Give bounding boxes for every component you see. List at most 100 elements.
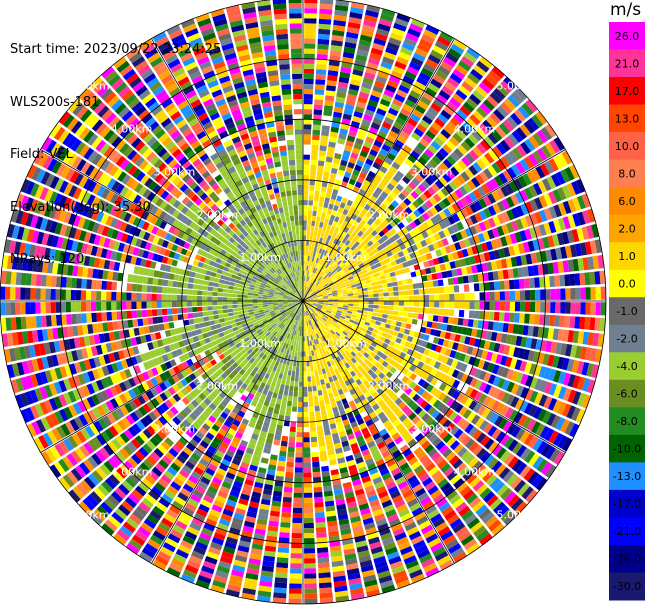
range-gate bbox=[363, 297, 369, 301]
range-gate bbox=[478, 370, 487, 381]
range-gate bbox=[312, 210, 317, 217]
range-gate bbox=[491, 162, 502, 174]
range-gate bbox=[303, 336, 305, 342]
range-gate bbox=[377, 266, 383, 272]
range-gate bbox=[479, 56, 493, 69]
range-gate bbox=[589, 240, 598, 254]
range-gate bbox=[297, 346, 301, 352]
range-gate bbox=[373, 301, 379, 305]
range-gate bbox=[318, 23, 331, 30]
range-gate bbox=[528, 404, 538, 417]
range-gate bbox=[367, 99, 379, 108]
range-gate bbox=[360, 339, 367, 346]
range-gate bbox=[487, 398, 497, 409]
range-gate bbox=[478, 221, 487, 232]
range-gate bbox=[313, 104, 323, 111]
range-gate bbox=[325, 382, 331, 389]
range-gate bbox=[531, 114, 544, 128]
range-gate bbox=[384, 338, 391, 345]
range-gate bbox=[322, 315, 328, 320]
range-gate bbox=[395, 337, 402, 344]
range-gate bbox=[313, 311, 318, 316]
range-gate bbox=[309, 240, 313, 247]
range-gate bbox=[309, 185, 315, 191]
range-gate bbox=[278, 455, 286, 462]
range-gate bbox=[389, 148, 399, 157]
range-gate bbox=[326, 290, 332, 294]
range-gate bbox=[432, 169, 442, 179]
range-gate bbox=[419, 295, 425, 301]
range-gate bbox=[442, 448, 453, 458]
range-gate bbox=[368, 293, 374, 298]
range-gate bbox=[478, 311, 485, 320]
range-gate bbox=[309, 283, 313, 288]
range-gate bbox=[298, 386, 303, 392]
range-gate bbox=[369, 52, 382, 61]
range-gate bbox=[337, 304, 344, 308]
range-gate bbox=[381, 253, 389, 260]
range-gate bbox=[362, 291, 369, 295]
range-gate bbox=[315, 410, 321, 417]
range-gate bbox=[552, 355, 560, 368]
range-gate bbox=[538, 195, 548, 208]
range-gate bbox=[320, 409, 327, 416]
range-gate bbox=[311, 284, 315, 289]
range-gate bbox=[520, 447, 532, 461]
range-gate bbox=[303, 265, 305, 271]
range-gate bbox=[325, 95, 335, 102]
range-gate bbox=[492, 321, 499, 331]
range-gate bbox=[461, 327, 468, 335]
range-gate bbox=[288, 593, 302, 599]
range-gate bbox=[409, 373, 417, 381]
range-gate bbox=[319, 8, 333, 15]
range-gate bbox=[447, 316, 454, 324]
range-gate bbox=[511, 383, 520, 395]
range-gate bbox=[357, 230, 364, 237]
range-gate bbox=[484, 301, 490, 310]
range-gate bbox=[392, 265, 399, 271]
range-gate bbox=[418, 332, 425, 340]
range-gate bbox=[225, 320, 231, 326]
range-gate bbox=[361, 24, 375, 33]
range-gate bbox=[496, 505, 510, 518]
range-gate bbox=[531, 421, 541, 434]
range-gate bbox=[356, 337, 363, 343]
range-gate bbox=[438, 392, 447, 402]
range-gate bbox=[542, 410, 552, 424]
range-gate bbox=[394, 326, 401, 332]
range-gate bbox=[306, 281, 309, 287]
range-gate bbox=[491, 129, 503, 142]
range-gate bbox=[323, 322, 328, 328]
range-gate bbox=[534, 378, 543, 391]
range-gate bbox=[460, 229, 468, 239]
range-gate bbox=[372, 247, 379, 254]
range-gate bbox=[260, 457, 269, 464]
range-gate bbox=[444, 294, 450, 301]
range-gate bbox=[327, 182, 334, 189]
range-gate bbox=[309, 355, 313, 362]
range-gate bbox=[471, 460, 483, 472]
range-gate bbox=[298, 396, 303, 402]
range-gate bbox=[388, 107, 399, 117]
range-gate bbox=[345, 326, 351, 332]
range-gate bbox=[291, 533, 302, 539]
range-gate bbox=[443, 125, 455, 136]
range-gate bbox=[542, 236, 550, 249]
range-gate bbox=[311, 278, 315, 283]
range-gate bbox=[331, 334, 337, 341]
range-gate bbox=[313, 114, 322, 121]
range-gate bbox=[527, 117, 540, 131]
range-gate bbox=[318, 440, 326, 447]
range-gate bbox=[383, 139, 394, 148]
range-gate bbox=[584, 347, 593, 361]
range-gate bbox=[303, 94, 313, 100]
range-gate bbox=[390, 32, 404, 42]
range-gate bbox=[427, 82, 440, 93]
range-gate bbox=[328, 331, 334, 337]
range-gate bbox=[316, 425, 323, 432]
range-gate bbox=[288, 390, 294, 397]
range-gate bbox=[273, 592, 287, 599]
range-gate bbox=[555, 417, 566, 431]
range-gate bbox=[415, 173, 424, 183]
range-gate bbox=[393, 216, 401, 225]
